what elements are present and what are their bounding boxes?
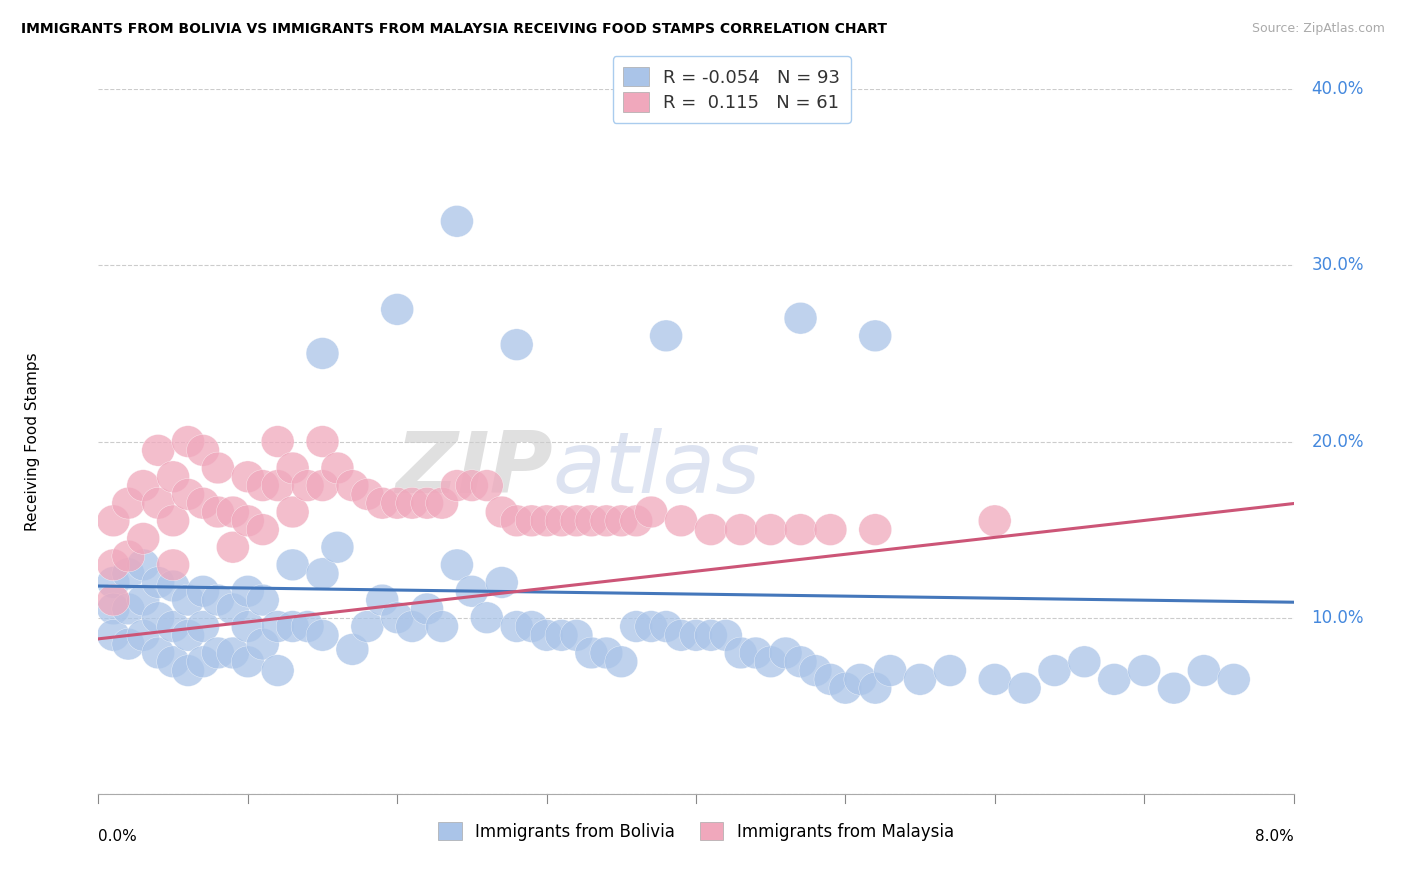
Text: atlas: atlas: [553, 428, 761, 511]
Text: 40.0%: 40.0%: [1312, 80, 1364, 98]
Text: Source: ZipAtlas.com: Source: ZipAtlas.com: [1251, 22, 1385, 36]
Text: 0.0%: 0.0%: [98, 830, 138, 844]
Text: 30.0%: 30.0%: [1312, 256, 1364, 275]
Text: Receiving Food Stamps: Receiving Food Stamps: [25, 352, 41, 531]
Text: IMMIGRANTS FROM BOLIVIA VS IMMIGRANTS FROM MALAYSIA RECEIVING FOOD STAMPS CORREL: IMMIGRANTS FROM BOLIVIA VS IMMIGRANTS FR…: [21, 22, 887, 37]
Text: 20.0%: 20.0%: [1312, 433, 1364, 450]
Text: ZIP: ZIP: [395, 428, 553, 511]
Text: 10.0%: 10.0%: [1312, 608, 1364, 627]
Legend: Immigrants from Bolivia, Immigrants from Malaysia: Immigrants from Bolivia, Immigrants from…: [430, 814, 962, 849]
Text: 8.0%: 8.0%: [1254, 830, 1294, 844]
